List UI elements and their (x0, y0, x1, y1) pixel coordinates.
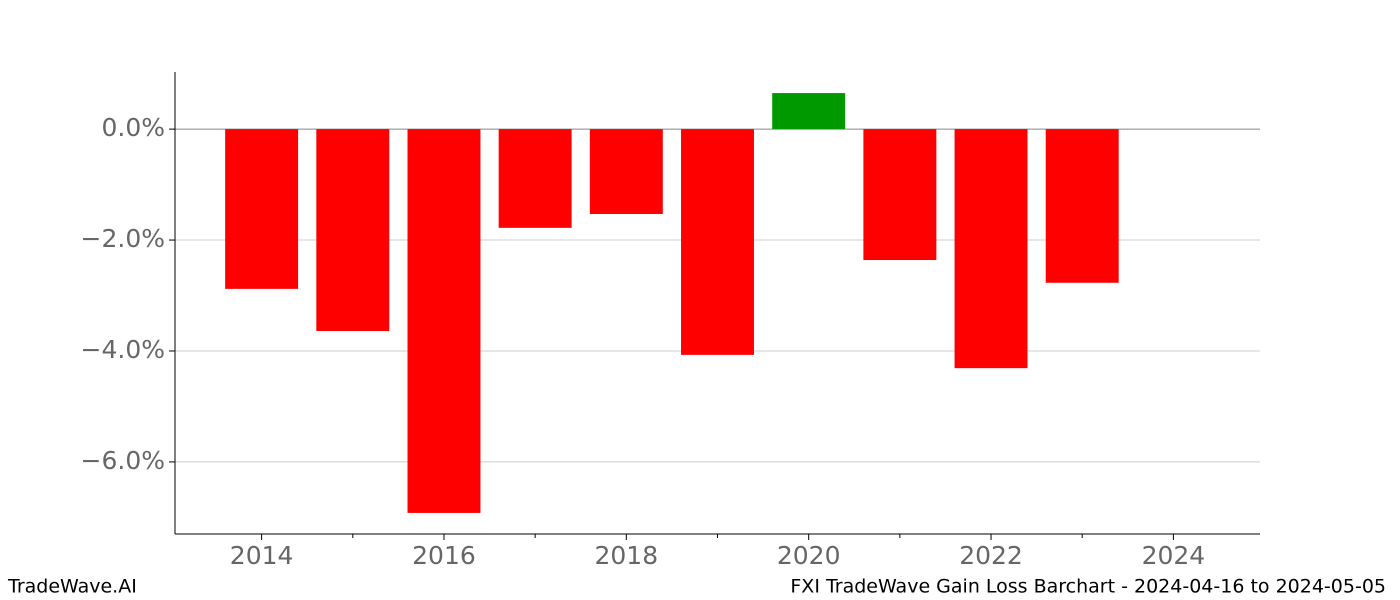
bar (316, 129, 390, 332)
x-tick-label: 2022 (959, 541, 1023, 570)
bar (407, 129, 481, 513)
bar (498, 129, 572, 228)
y-tick-label: −4.0% (81, 335, 165, 364)
x-tick-label: 2016 (412, 541, 476, 570)
bar (589, 129, 663, 214)
y-tick-label: 0.0% (101, 113, 165, 142)
x-tick-label: 2020 (777, 541, 841, 570)
y-tick-label: −2.0% (81, 224, 165, 253)
x-tick-label: 2018 (595, 541, 659, 570)
x-tick-label: 2014 (230, 541, 294, 570)
watermark: TradeWave.AI (7, 576, 137, 598)
bar (225, 129, 299, 289)
x-tick-label: 2024 (1142, 541, 1206, 570)
footer: FXI TradeWave Gain Loss Barchart - 2024-… (790, 576, 1386, 598)
bar (863, 129, 937, 261)
bar (772, 93, 846, 130)
bar (1045, 129, 1119, 283)
bar (954, 129, 1028, 369)
bar (681, 129, 754, 355)
y-tick-label: −6.0% (81, 446, 165, 475)
